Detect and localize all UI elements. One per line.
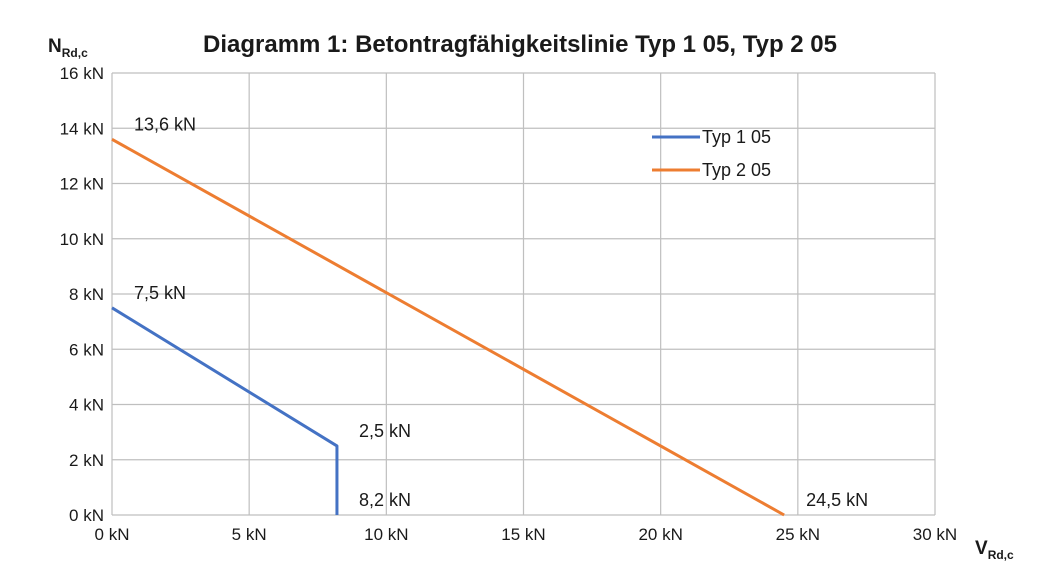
x-axis-title-main: V — [975, 538, 988, 559]
chart-title: Diagramm 1: Betontragfähigkeitslinie Typ… — [203, 31, 837, 58]
grid — [111, 72, 936, 516]
x-tick-label: 20 kN — [638, 525, 682, 544]
y-axis-title: NRd,c — [48, 36, 88, 60]
legend-label-typ-2-05: Typ 2 05 — [702, 160, 771, 180]
x-tick-label: 15 kN — [501, 525, 545, 544]
x-tick-label: 25 kN — [776, 525, 820, 544]
data-label: 8,2 kN — [359, 490, 411, 510]
x-tick-label: 0 kN — [95, 525, 130, 544]
y-axis-title-sub: Rd,c — [62, 46, 88, 60]
legend: Typ 1 05 Typ 2 05 — [652, 127, 771, 180]
x-axis-ticks: 0 kN 5 kN 10 kN 15 kN 20 kN 25 kN 30 kN — [95, 525, 958, 544]
y-tick-label: 2 kN — [69, 451, 104, 470]
data-label: 24,5 kN — [806, 490, 868, 510]
series-layer — [111, 137, 785, 517]
data-label: 7,5 kN — [134, 283, 186, 303]
x-tick-label: 5 kN — [232, 525, 267, 544]
data-label: 13,6 kN — [134, 114, 196, 134]
y-tick-label: 12 kN — [60, 175, 104, 194]
legend-label-typ-1-05: Typ 1 05 — [702, 127, 771, 147]
y-tick-label: 10 kN — [60, 230, 104, 249]
series-line-typ-1-05 — [111, 306, 339, 515]
x-axis-title-sub: Rd,c — [988, 548, 1014, 562]
y-tick-label: 14 kN — [60, 119, 104, 138]
data-labels: 13,6 kN 7,5 kN 2,5 kN 8,2 kN 24,5 kN — [134, 114, 868, 510]
y-tick-label: 0 kN — [69, 506, 104, 525]
series-line-typ-2-05 — [111, 137, 785, 517]
y-tick-label: 4 kN — [69, 396, 104, 415]
y-axis-ticks: 0 kN 2 kN 4 kN 6 kN 8 kN 10 kN 12 kN 14 kN 16 kN — [60, 64, 104, 525]
data-label: 2,5 kN — [359, 421, 411, 441]
x-tick-label: 10 kN — [364, 525, 408, 544]
y-tick-label: 8 kN — [69, 285, 104, 304]
y-tick-label: 6 kN — [69, 340, 104, 359]
y-axis-title-main: N — [48, 36, 62, 57]
y-tick-label: 16 kN — [60, 64, 104, 83]
x-tick-label: 30 kN — [913, 525, 957, 544]
x-axis-title: VRd,c — [975, 538, 1014, 562]
